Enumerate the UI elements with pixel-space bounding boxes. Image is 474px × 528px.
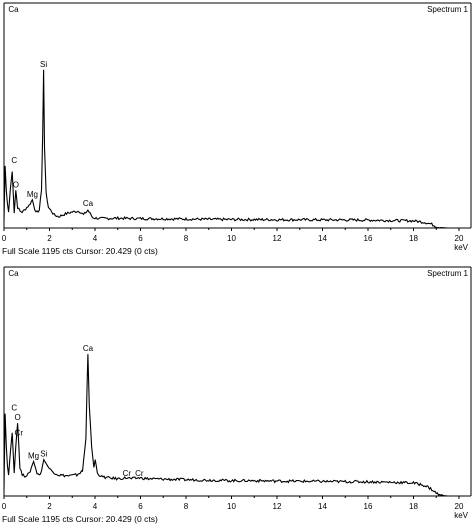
x-tick-label: 10 (227, 502, 236, 511)
peak-label: C (11, 404, 17, 413)
x-tick-label: 0 (2, 502, 7, 511)
x-tick-label: 18 (409, 502, 418, 511)
peak-label: Mg (28, 452, 39, 461)
peak-label: Si (40, 60, 47, 69)
spectrum-trace (3, 69, 459, 229)
peak-label: Cr (15, 429, 24, 438)
peak-label: Ca (83, 199, 94, 208)
x-tick-label: 14 (318, 234, 327, 243)
x-tick-label: 6 (138, 234, 143, 243)
x-tick-label: 4 (93, 502, 98, 511)
peak-label: Si (40, 450, 47, 459)
spectrum-trace (3, 354, 459, 497)
x-tick-label: 0 (2, 234, 7, 243)
cursor-readout: Cursor: 20.429 (75, 246, 132, 256)
x-axis-label: keV (454, 511, 468, 520)
x-tick-label: 18 (409, 234, 418, 243)
spectrum-panel-bottom: Spectrum 1 0 2 4 6 8 10 12 14 16 18 20 keV Ca C O Cr Mg Si… (0, 264, 474, 528)
x-tick-label: 14 (318, 502, 327, 511)
full-scale-readout: Full Scale 1195 cts (2, 514, 74, 524)
x-tick-label: 2 (47, 502, 52, 511)
chart-title: Spectrum 1 (427, 269, 468, 278)
peak-label: Cr (123, 469, 132, 478)
cursor-readout: Cursor: 20.429 (75, 514, 132, 524)
peak-label: Ca (8, 269, 19, 278)
status-bar: Full Scale 1195 cts Cursor: 20.429 (0 ct… (2, 514, 158, 524)
peak-label: O (15, 413, 21, 422)
x-tick-label: 8 (184, 502, 189, 511)
peak-label: Mg (27, 190, 38, 199)
peak-label: Ca (83, 344, 94, 353)
cursor-counts: (0 cts) (134, 514, 158, 524)
chart-title: Spectrum 1 (427, 5, 468, 14)
x-tick-label: 20 (455, 502, 464, 511)
full-scale-readout: Full Scale 1195 cts (2, 246, 74, 256)
peak-label: Ca (8, 5, 19, 14)
cursor-counts: (0 cts) (134, 246, 158, 256)
peak-label: C (11, 156, 17, 165)
x-tick-label: 12 (273, 234, 282, 243)
x-tick-label: 12 (273, 502, 282, 511)
x-tick-label: 6 (138, 502, 143, 511)
peak-label: Cr (135, 469, 144, 478)
spectrum-panel-top: Spectrum 1 0 2 4 6 8 10 12 14 16 18 20 keV Ca C O Mg Si Ca… (2, 2, 472, 256)
x-tick-label: 16 (364, 234, 373, 243)
x-tick-label: 2 (47, 234, 52, 243)
x-tick-label: 4 (93, 234, 98, 243)
status-bar: Full Scale 1195 cts Cursor: 20.429 (0 ct… (2, 246, 158, 256)
x-tick-label: 20 (455, 234, 464, 243)
x-axis-label: keV (454, 243, 468, 252)
x-tick-label: 10 (227, 234, 236, 243)
x-tick-label: 16 (364, 502, 373, 511)
peak-label: O (13, 180, 19, 189)
x-tick-label: 8 (184, 234, 189, 243)
